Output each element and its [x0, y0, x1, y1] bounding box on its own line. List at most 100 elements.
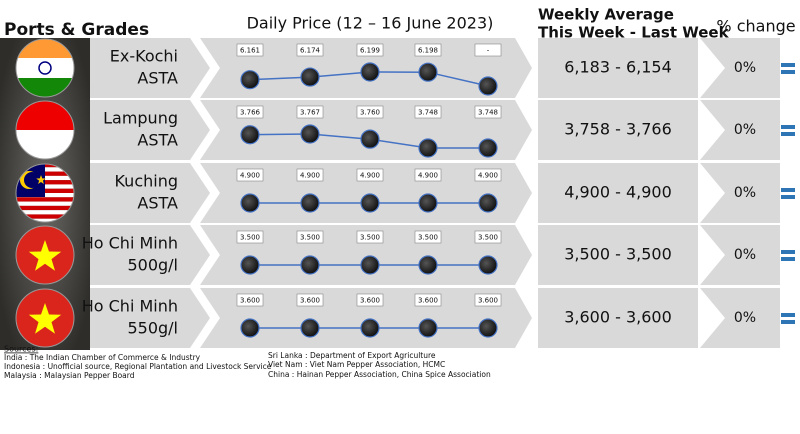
- weekly-box: [538, 38, 698, 98]
- flag: [28, 303, 62, 334]
- price-point: [240, 125, 260, 145]
- row-band: [700, 225, 780, 285]
- weekly-value: 6,183 - 6,154: [564, 58, 672, 77]
- price-point: [300, 318, 320, 338]
- weekly-value: 3,600 - 3,600: [564, 308, 672, 327]
- weekly-value: 3,758 - 3,766: [564, 120, 672, 139]
- equal-icon: [781, 313, 795, 317]
- flag: [16, 201, 74, 206]
- port: Ho Chi Minh: [82, 234, 178, 253]
- price-label-box: [296, 293, 324, 307]
- header-change: % change: [716, 17, 795, 36]
- flag: [16, 218, 74, 222]
- row-band: [700, 100, 780, 160]
- weekly-value: 3,500 - 3,500: [564, 245, 672, 264]
- price-label-box: [414, 105, 442, 119]
- equal-icon: [781, 188, 795, 192]
- price-point: [478, 138, 498, 158]
- flag-ring: [15, 288, 75, 348]
- grade: ASTA: [137, 194, 178, 213]
- price-label: 3.767: [300, 109, 320, 117]
- price-point: [418, 318, 438, 338]
- price-label-box: [296, 230, 324, 244]
- header-weekly: Weekly Average: [538, 6, 674, 24]
- equal-icon: [781, 257, 795, 261]
- price-point: [360, 129, 380, 149]
- change-value: 0%: [734, 122, 756, 138]
- row-band: [90, 225, 210, 285]
- price-label: 4.900: [360, 172, 380, 180]
- weekly-value: 4,900 - 4,900: [564, 183, 672, 202]
- price-point: [300, 193, 320, 213]
- price-label: 6.198: [418, 47, 438, 55]
- source: Malaysia : Malaysian Pepper Board: [4, 371, 135, 380]
- price-label-box: [474, 293, 502, 307]
- price-point: [360, 255, 380, 275]
- price-label-box: [296, 168, 324, 182]
- row-band: [200, 225, 532, 285]
- price-point: [300, 67, 320, 87]
- price-label: 3.748: [418, 109, 438, 117]
- equal-icon: [781, 250, 795, 254]
- price-label: 6.199: [360, 47, 380, 55]
- price-label-box: [236, 168, 264, 182]
- price-label: 3.766: [240, 109, 261, 117]
- sources-title: Sources:: [4, 345, 38, 354]
- price-label: 3.500: [478, 234, 498, 242]
- port: Lampung: [103, 109, 178, 128]
- source: China : Hainan Pepper Association, China…: [268, 370, 491, 379]
- price-label: 3.500: [360, 234, 380, 242]
- price-point: [240, 70, 260, 90]
- price-label: 3.600: [478, 297, 498, 305]
- price-label-box: [414, 168, 442, 182]
- flag: [16, 58, 74, 78]
- flag: [38, 61, 52, 75]
- price-label-box: [296, 105, 324, 119]
- row-band: [200, 288, 532, 348]
- port: Ho Chi Minh: [82, 297, 178, 316]
- weekly-box: [538, 163, 698, 223]
- equal-icon: [781, 125, 795, 129]
- price-label: 3.500: [418, 234, 438, 242]
- change-value: 0%: [734, 185, 756, 201]
- price-label-box: [474, 230, 502, 244]
- flag: [16, 39, 74, 97]
- flag: [16, 78, 74, 97]
- source: India : The Indian Chamber of Commerce &…: [4, 353, 201, 362]
- weekly-box: [538, 100, 698, 160]
- row-band: [700, 163, 780, 223]
- flag: [16, 210, 74, 215]
- flag-ring: [15, 163, 75, 223]
- flag: [16, 214, 74, 219]
- price-label-box: [356, 293, 384, 307]
- price-label-box: [356, 43, 384, 57]
- price-point: [240, 318, 260, 338]
- header-weekly: This Week - Last Week: [538, 24, 730, 42]
- source: Viet Nam : Viet Nam Pepper Association, …: [268, 360, 445, 369]
- flag: [16, 197, 74, 202]
- source: Indonesia : Unofficial source, Regional …: [4, 362, 272, 371]
- equal-icon: [781, 70, 795, 74]
- flag: [16, 39, 74, 58]
- change-value: 0%: [734, 60, 756, 76]
- price-label-box: [414, 230, 442, 244]
- price-label: 3.500: [300, 234, 320, 242]
- price-label: 6.174: [300, 47, 321, 55]
- price-label-box: [356, 168, 384, 182]
- grade: ASTA: [137, 131, 178, 150]
- price-point: [478, 318, 498, 338]
- price-label-box: [296, 43, 324, 57]
- price-label-box: [474, 168, 502, 182]
- header-daily: Daily Price (12 – 16 June 2023): [247, 14, 494, 33]
- price-label-box: [236, 43, 264, 57]
- row-band: [90, 100, 210, 160]
- change-value: 0%: [734, 310, 756, 326]
- equal-icon: [781, 63, 795, 67]
- price-point: [300, 124, 320, 144]
- weekly-box: [538, 288, 698, 348]
- flag-ring: [15, 100, 75, 160]
- equal-icon: [781, 132, 795, 136]
- price-point: [360, 193, 380, 213]
- price-label: -: [487, 47, 490, 55]
- price-label: 3.500: [240, 234, 260, 242]
